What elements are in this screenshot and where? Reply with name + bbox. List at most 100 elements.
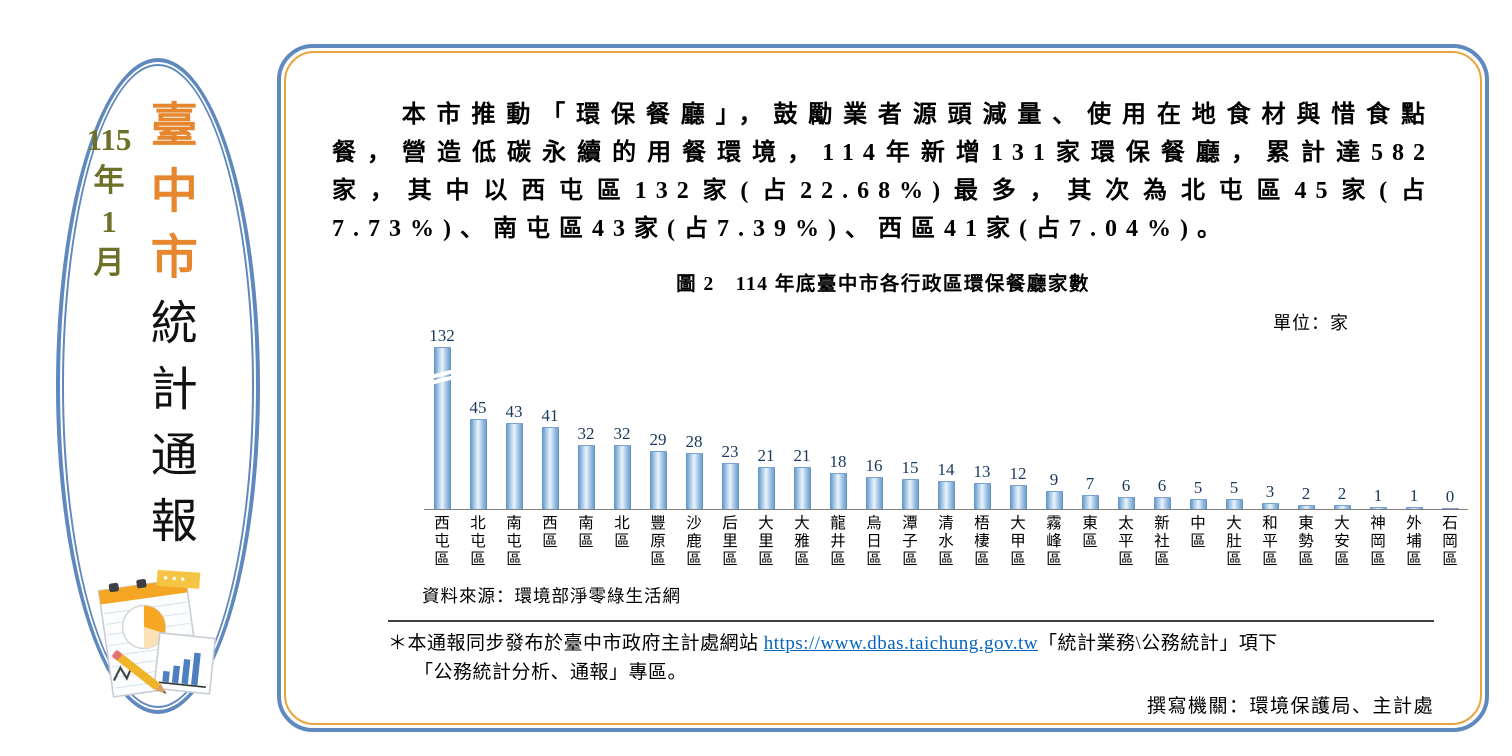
x-axis-label: 外 埔 區 [1406,514,1422,569]
bar-value-label: 0 [1445,486,1455,506]
x-axis-label: 大 甲 區 [1010,514,1026,569]
x-axis-label: 南 屯 區 [506,514,522,569]
bar-column: 5 [1216,324,1252,509]
bar-column: 7 [1072,324,1108,509]
bar [793,466,811,509]
bar [1081,494,1099,509]
bar-value-label: 6 [1157,475,1167,495]
bar-column: 9 [1036,324,1072,509]
bar [901,478,919,509]
bar-value-label: 132 [429,325,455,345]
x-axis-label: 大 里 區 [758,514,774,569]
author-note: 撰寫機關：環境保護局、主計處 [1146,696,1434,718]
bar-column: 6 [1108,324,1144,509]
bar-column: 23 [712,324,748,509]
bar [757,466,775,509]
x-axis-label: 東 區 [1082,514,1098,550]
issue-month-suffix: 月 [93,244,125,280]
bar-chart: 圖 2 114 年底臺中市各行政區環保餐廳家數 單位：家 132 45 43 41 32… [332,255,1468,570]
footnote-line2: 「公務統計分析、通報」專區。 [414,661,688,683]
bar [829,472,847,509]
bar-value-label: 1 [1373,485,1383,505]
bar [1261,502,1279,509]
bar-column: 2 [1324,324,1360,509]
masthead-oval: 115 年 1 月 臺中市統計通報 [56,58,260,714]
bar-value-label: 5 [1229,477,1239,497]
bar-value-label: 2 [1337,483,1347,503]
bar-column: 45 [460,324,496,509]
bar-column: 5 [1180,324,1216,509]
bar-column: 12 [1000,324,1036,509]
x-labels-row: 西 屯 區北 屯 區南 屯 區西 區南 區北 區豐 原 區沙 鹿 區后 里 區大… [424,515,1468,570]
bar [865,476,883,509]
bar-value-label: 28 [685,431,703,451]
bar-column: 32 [568,324,604,509]
issue-year: 115 [86,122,132,157]
pie-chart-icon [121,604,167,650]
x-axis-label: 神 岡 區 [1370,514,1386,569]
dbas-website-link[interactable]: https://www.dbas.taichung.gov.tw [763,633,1039,655]
x-axis-label: 清 水 區 [938,514,954,569]
bar [1045,490,1063,509]
x-axis-label: 太 平 區 [1118,514,1134,569]
x-axis-label: 和 平 區 [1262,514,1278,569]
bar-value-label: 32 [577,423,595,443]
bar-column: 21 [784,324,820,509]
bar [649,450,667,509]
bar-value-label: 23 [721,441,739,461]
x-axis-label: 后 里 區 [722,514,738,569]
bar-value-label: 32 [613,423,631,443]
bar-column: 6 [1144,324,1180,509]
bar-column: 14 [928,324,964,509]
issue-month: 1 [101,203,117,239]
bar [1441,507,1459,509]
chart-unit-label: 單位：家 [1273,312,1349,333]
zigzag-line-icon [112,663,135,682]
bar-column: 21 [748,324,784,509]
bar [721,462,739,509]
x-axis-label: 大 安 區 [1334,514,1350,569]
footnote-suffix: 「統計業務\公務統計」項下 [1038,633,1278,655]
bar-value-label: 6 [1121,475,1131,495]
data-source-note: 資料來源：環境部淨零綠生活網 [422,586,681,607]
bar-column: 18 [820,324,856,509]
bar [937,480,955,509]
axis-break-icon [430,368,454,385]
bar-value-label: 21 [793,445,811,465]
issue-date: 115 年 1 月 [80,120,138,284]
bar-value-label: 13 [973,461,991,481]
bar-column: 16 [856,324,892,509]
x-axis-label: 北 屯 區 [470,514,486,569]
x-axis-label: 潭 子 區 [902,514,918,569]
footnote-line1: ＊本通報同步發布於臺中市政府主計處網站 https://www.dbas.tai… [388,630,1434,659]
bar [1369,506,1387,509]
bar-value-label: 12 [1009,463,1027,483]
bar [1009,484,1027,509]
bar-value-label: 21 [757,445,775,465]
bar-value-label: 2 [1301,483,1311,503]
x-axis-label: 烏 日 區 [866,514,882,569]
bar-column: 13 [964,324,1000,509]
bar-column: 0 [1432,324,1468,509]
bar [469,418,487,509]
bar [1117,496,1135,509]
bar-value-label: 3 [1265,481,1275,501]
x-axis-label: 梧 棲 區 [974,514,990,569]
bar [1297,504,1315,509]
bulletin-frame: 本市推動「環保餐廳」，鼓勵業者源頭減量、使用在地食材與惜食點餐，營造低碳永續的用… [277,44,1489,732]
bar-column: 15 [892,324,928,509]
bar-value-label: 9 [1049,469,1059,489]
bar-value-label: 5 [1193,477,1203,497]
footnote: ＊本通報同步發布於臺中市政府主計處網站 https://www.dbas.tai… [388,620,1434,687]
bar-value-label: 7 [1085,473,1095,493]
bar-column: 43 [496,324,532,509]
bar-value-label: 18 [829,451,847,471]
x-axis-label: 西 區 [542,514,558,550]
bar [430,346,454,509]
x-axis-label: 霧 峰 區 [1046,514,1062,569]
bar-column: 1 [1396,324,1432,509]
masthead-title-bulletin: 統計通報 [142,298,195,562]
masthead-title-city: 臺中市 [142,100,195,298]
bar-value-label: 16 [865,455,883,475]
bar-value-label: 14 [937,459,955,479]
